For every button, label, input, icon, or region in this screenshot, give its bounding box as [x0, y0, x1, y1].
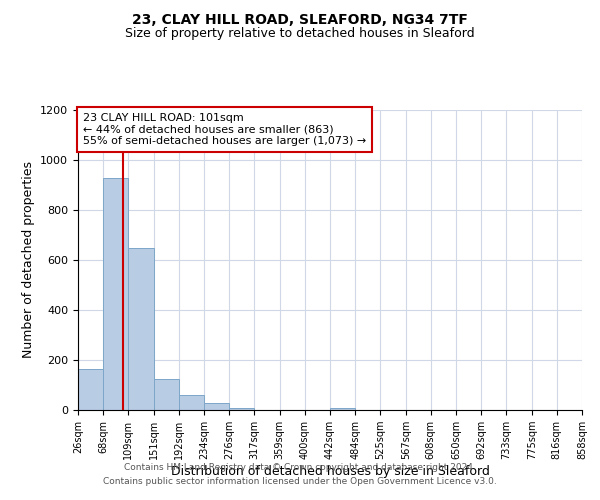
Text: Contains public sector information licensed under the Open Government Licence v3: Contains public sector information licen… [103, 477, 497, 486]
Bar [78, 369, 103, 410]
Bar [179, 394, 204, 410]
Text: Contains HM Land Registry data © Crown copyright and database right 2024.: Contains HM Land Registry data © Crown c… [124, 464, 476, 472]
Bar [103, 178, 128, 410]
Bar [128, 248, 154, 410]
Y-axis label: Number of detached properties: Number of detached properties [22, 162, 35, 358]
Bar [229, 408, 254, 410]
Bar [154, 379, 179, 410]
Bar [204, 403, 229, 410]
Bar [330, 408, 355, 410]
Text: 23 CLAY HILL ROAD: 101sqm
← 44% of detached houses are smaller (863)
55% of semi: 23 CLAY HILL ROAD: 101sqm ← 44% of detac… [83, 113, 366, 146]
X-axis label: Distribution of detached houses by size in Sleaford: Distribution of detached houses by size … [170, 465, 490, 478]
Text: Size of property relative to detached houses in Sleaford: Size of property relative to detached ho… [125, 28, 475, 40]
Text: 23, CLAY HILL ROAD, SLEAFORD, NG34 7TF: 23, CLAY HILL ROAD, SLEAFORD, NG34 7TF [132, 12, 468, 26]
